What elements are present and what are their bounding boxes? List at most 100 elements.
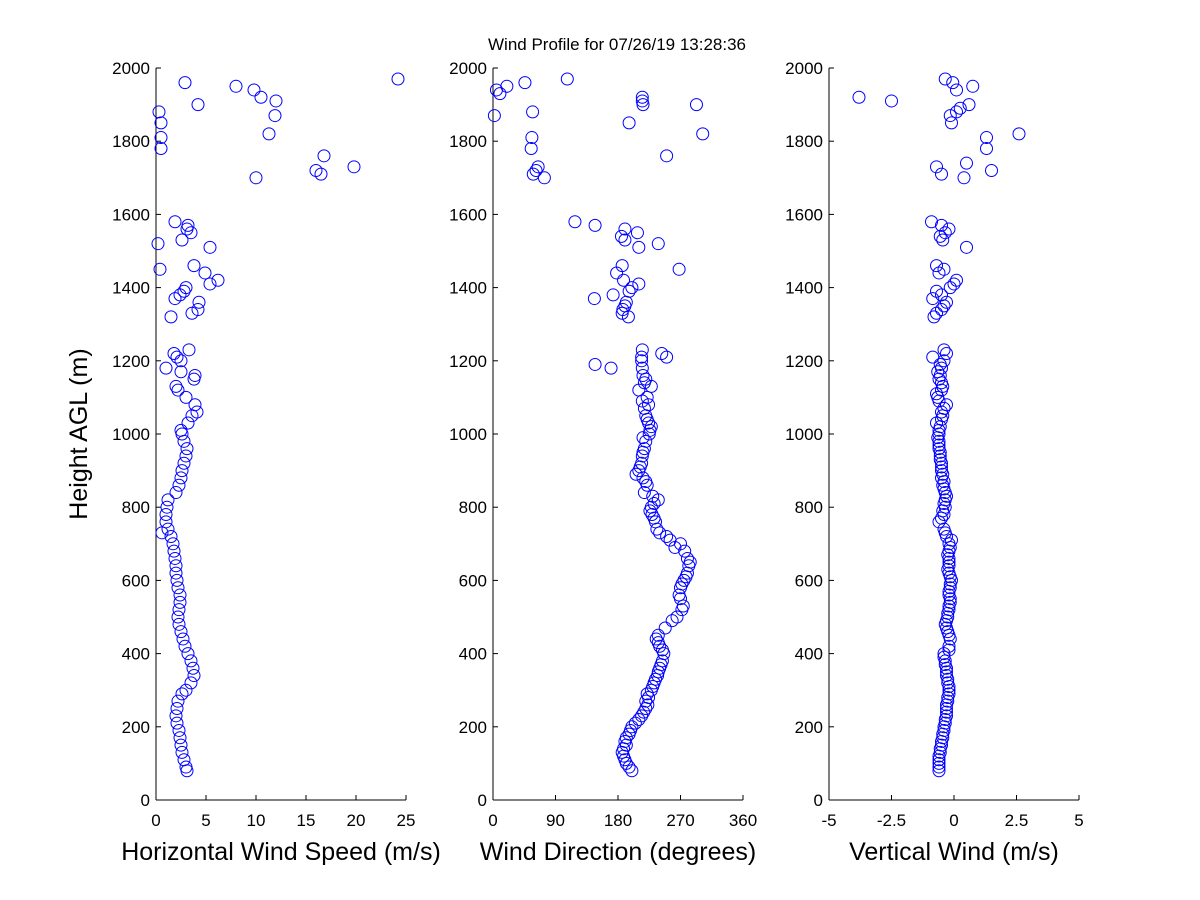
data-point xyxy=(945,573,958,587)
data-point xyxy=(950,105,963,119)
data-point xyxy=(933,357,947,371)
data-point xyxy=(943,632,957,646)
data-point xyxy=(173,731,187,745)
data-point xyxy=(943,109,957,123)
data-point xyxy=(932,442,946,456)
data-point xyxy=(930,259,943,273)
data-point xyxy=(943,570,957,584)
y-tick-label: 600 xyxy=(122,571,150,590)
data-point xyxy=(938,500,952,514)
data-point xyxy=(642,398,656,412)
data-points xyxy=(151,72,405,778)
data-point xyxy=(940,665,953,679)
data-point xyxy=(940,398,953,412)
data-point xyxy=(937,650,951,664)
data-point xyxy=(942,566,956,580)
x-tick-label: 270 xyxy=(666,811,694,830)
data-point xyxy=(641,698,655,712)
data-point xyxy=(171,383,185,397)
data-point xyxy=(646,489,660,503)
data-point xyxy=(644,500,658,514)
data-point xyxy=(927,310,941,324)
data-point xyxy=(668,540,682,554)
data-point xyxy=(925,215,938,229)
data-point xyxy=(161,493,175,507)
data-point xyxy=(526,105,540,119)
data-point xyxy=(172,617,186,631)
data-point xyxy=(940,621,953,635)
x-axis-label: Wind Direction (degrees) xyxy=(480,838,757,866)
data-point xyxy=(940,709,953,723)
y-tick-label: 800 xyxy=(459,498,487,517)
y-tick-label: 600 xyxy=(459,571,487,590)
data-point xyxy=(653,526,667,540)
data-point xyxy=(943,281,957,295)
chart-title: Wind Profile for 07/26/19 13:28:36 xyxy=(488,35,746,54)
data-point xyxy=(930,160,943,174)
data-point xyxy=(174,471,188,485)
data-point xyxy=(655,643,669,657)
data-point xyxy=(172,723,186,737)
data-point xyxy=(940,295,953,309)
data-point xyxy=(187,669,201,683)
data-point xyxy=(935,471,948,485)
data-point xyxy=(180,442,194,456)
data-point xyxy=(636,471,650,485)
data-point xyxy=(966,79,980,93)
data-point xyxy=(655,654,669,668)
data-point xyxy=(943,595,957,609)
y-tick-label: 0 xyxy=(478,791,487,810)
data-point xyxy=(632,712,646,726)
data-point xyxy=(191,98,205,112)
data-point xyxy=(930,284,943,298)
y-tick-label: 600 xyxy=(795,571,823,590)
data-point xyxy=(680,551,694,565)
data-point xyxy=(178,76,192,90)
data-point xyxy=(947,277,961,291)
data-point xyxy=(938,493,952,507)
data-point xyxy=(190,405,204,419)
data-point xyxy=(618,222,632,236)
data-point xyxy=(932,753,946,767)
x-tick-label: 0 xyxy=(488,811,497,830)
x-tick-label: 10 xyxy=(247,811,266,830)
data-point xyxy=(942,537,956,551)
data-point xyxy=(1012,127,1026,141)
data-point xyxy=(178,639,192,653)
data-point xyxy=(672,262,686,276)
data-point xyxy=(181,647,195,661)
data-point xyxy=(933,449,947,463)
data-point xyxy=(936,731,950,745)
data-point xyxy=(317,149,331,163)
data-point xyxy=(675,577,689,591)
data-point xyxy=(537,171,551,185)
data-point xyxy=(170,573,184,587)
data-point xyxy=(615,259,629,273)
data-point xyxy=(247,83,261,97)
data-point xyxy=(179,760,193,774)
data-point xyxy=(159,508,173,522)
data-point xyxy=(531,160,545,174)
data-point xyxy=(154,131,168,145)
data-point xyxy=(619,731,633,745)
data-point xyxy=(937,497,951,511)
data-point xyxy=(635,90,649,104)
data-point xyxy=(191,303,205,317)
data-point xyxy=(177,456,191,470)
data-point xyxy=(932,760,946,774)
data-point xyxy=(937,354,951,368)
x-tick-label: 180 xyxy=(604,811,632,830)
data-point xyxy=(175,233,189,247)
data-point xyxy=(980,131,993,145)
y-tick-label: 1200 xyxy=(449,352,487,371)
data-point xyxy=(170,350,184,364)
data-point xyxy=(660,149,674,163)
data-point xyxy=(622,284,636,298)
y-tick-label: 400 xyxy=(795,645,823,664)
data-point xyxy=(635,456,649,470)
x-axis-label: Vertical Wind (m/s) xyxy=(849,838,1059,866)
data-point xyxy=(960,240,973,254)
x-tick-label: 15 xyxy=(297,811,316,830)
data-point xyxy=(937,343,951,357)
